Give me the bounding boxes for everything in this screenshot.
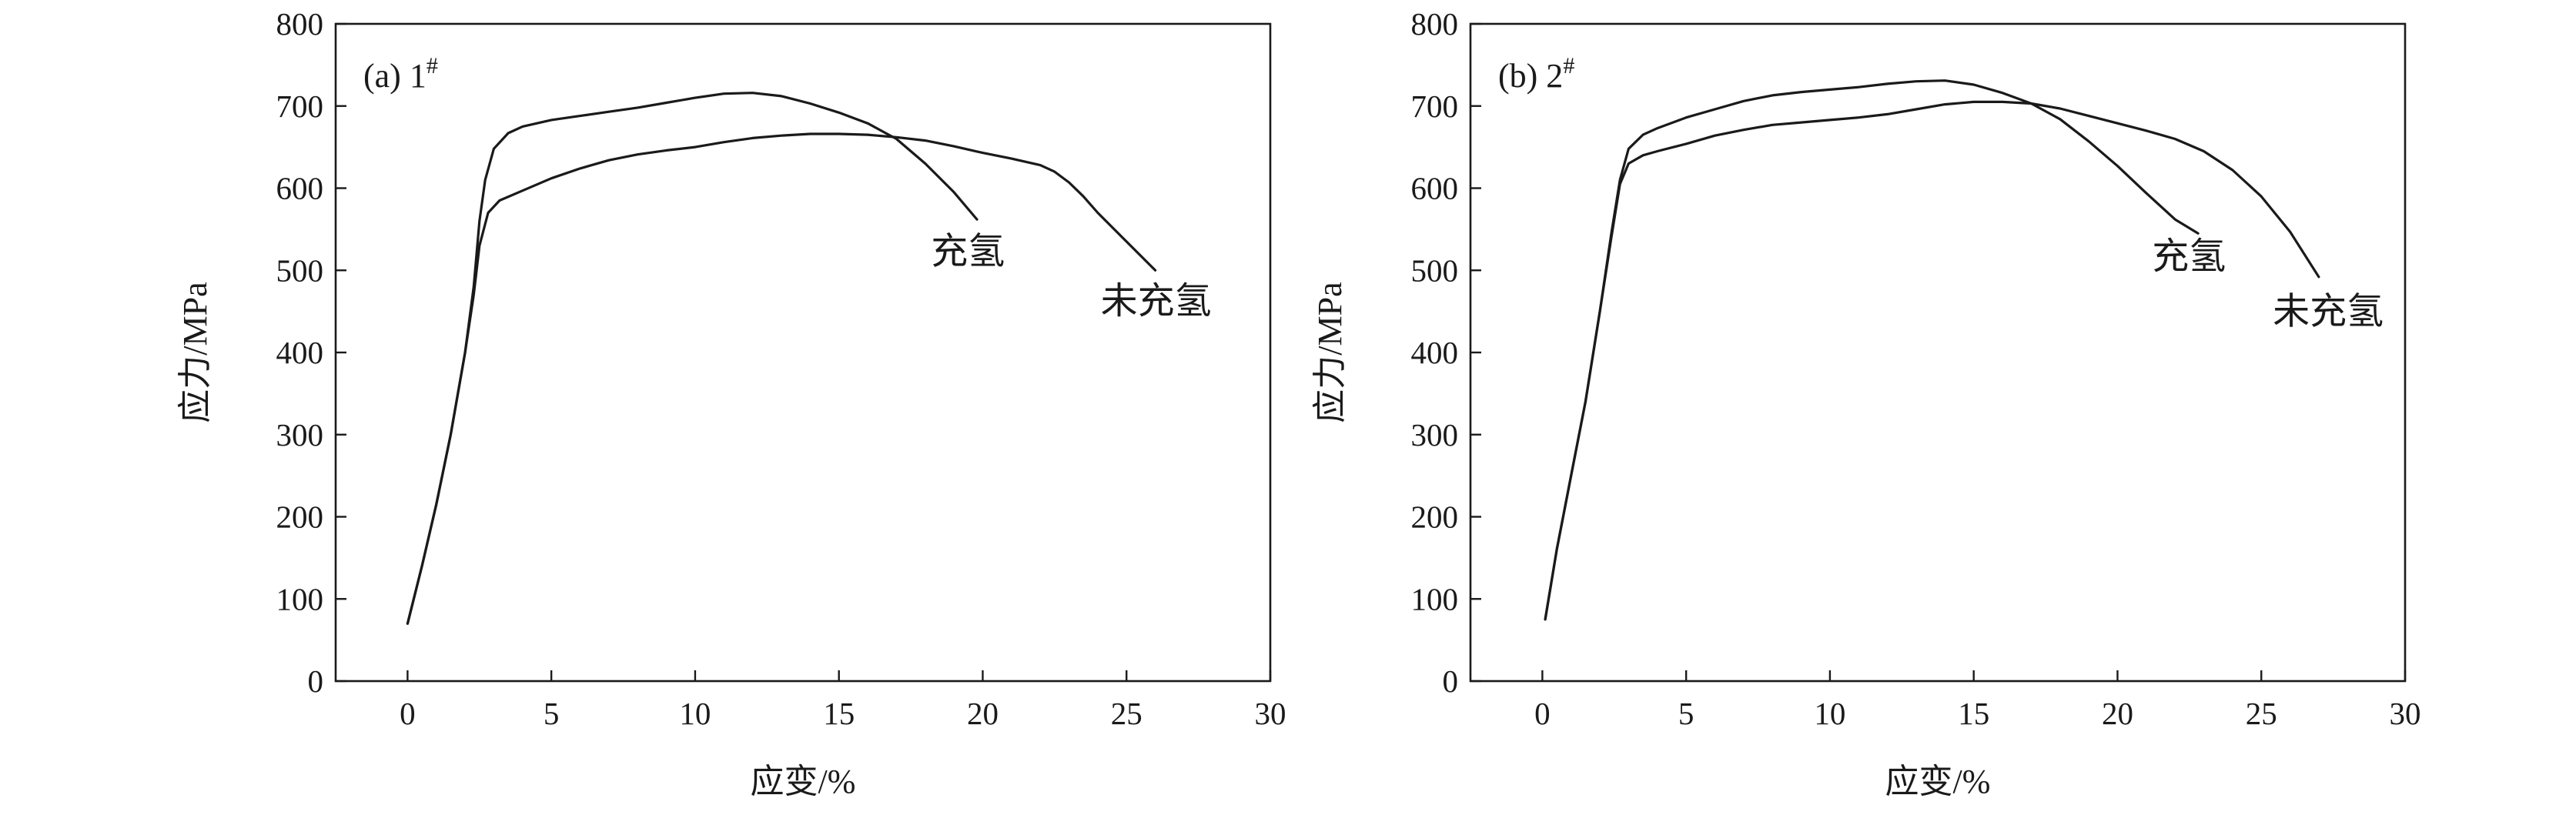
y-tick-label: 500: [1411, 252, 1459, 288]
label-hydrogen-charged: 充氢: [2152, 236, 2226, 277]
panel-label: (a) 1#: [363, 53, 438, 95]
chart-panel-a: 0 5 10 15 20 25 300100200300400500600700800应变/…: [176, 6, 1286, 800]
y-tick-label: 800: [276, 6, 324, 42]
x-tick-label: 30: [2390, 696, 2421, 731]
y-tick-label: 100: [276, 581, 324, 616]
y-tick-label: 500: [276, 252, 324, 288]
y-tick-label: 200: [1411, 499, 1459, 535]
y-tick-label: 0: [1443, 663, 1459, 699]
y-tick-label: 300: [276, 417, 324, 453]
y-tick-label: 200: [276, 499, 324, 535]
panel-label-text: (a) 1: [363, 57, 427, 95]
panel-label-superscript: #: [1563, 53, 1574, 78]
x-tick-label: 25: [1111, 696, 1142, 731]
y-axis-title: 应力/MPa: [1311, 282, 1349, 423]
label-hydrogen-charged: 充氢: [931, 232, 1005, 272]
panel-label-text: (b) 2: [1498, 57, 1563, 95]
x-tick-label: 10: [679, 696, 711, 731]
y-tick-label: 700: [276, 89, 324, 124]
x-tick-label: 0: [400, 696, 416, 731]
x-tick-label: 5: [544, 696, 560, 731]
x-tick-label: 30: [1255, 696, 1286, 731]
plot-frame: [1469, 22, 2407, 683]
label-uncharged: 未充氢: [2273, 292, 2384, 332]
chart-panel-b: 0 5 10 15 20 25 300100200300400500600700800应变/…: [1311, 6, 2421, 800]
curve-uncharged: [406, 132, 1157, 625]
y-tick-label: 400: [1411, 335, 1459, 370]
x-axis-title: 应变/%: [751, 763, 856, 800]
y-tick-label: 100: [1411, 581, 1459, 616]
x-tick-label: 10: [1814, 696, 1845, 731]
x-tick-label: 25: [2246, 696, 2277, 731]
x-tick-label: 20: [2102, 696, 2133, 731]
y-tick-label: 300: [1411, 417, 1459, 453]
x-axis-title: 应变/%: [1885, 763, 1991, 800]
y-tick-label: 600: [276, 171, 324, 206]
y-tick-label: 400: [276, 335, 324, 370]
curve-uncharged: [1544, 100, 2320, 621]
panel-label-superscript: #: [427, 53, 438, 78]
curve-hydrogen-charged: [406, 92, 979, 625]
label-uncharged: 未充氢: [1101, 281, 1212, 322]
y-tick-label: 700: [1411, 89, 1459, 124]
x-tick-label: 15: [823, 696, 855, 731]
y-tick-label: 600: [1411, 171, 1459, 206]
plot-frame: [334, 22, 1272, 683]
y-tick-label: 0: [308, 663, 324, 699]
x-tick-label: 20: [967, 696, 999, 731]
x-tick-label: 15: [1958, 696, 1989, 731]
x-tick-label: 0: [1534, 696, 1551, 731]
panel-label: (b) 2#: [1498, 53, 1574, 95]
curve-hydrogen-charged: [1544, 79, 2200, 621]
y-axis-title: 应力/MPa: [176, 282, 214, 423]
y-tick-label: 800: [1411, 6, 1459, 42]
x-tick-label: 5: [1678, 696, 1694, 731]
